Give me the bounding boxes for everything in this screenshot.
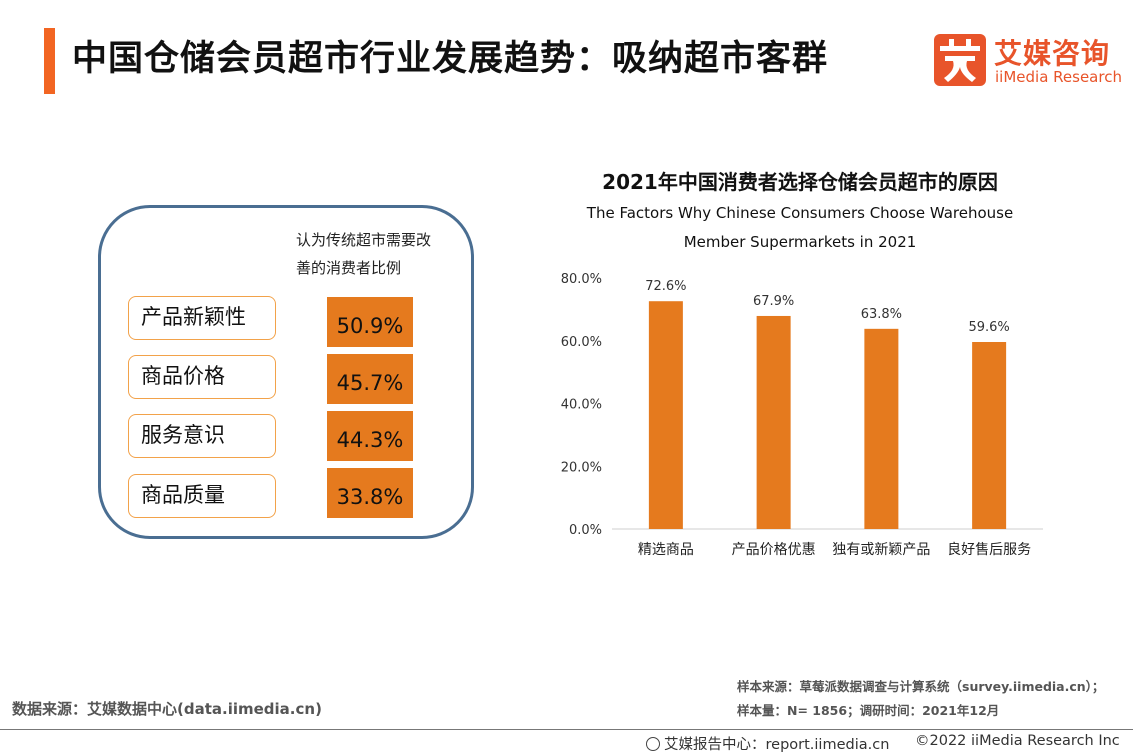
logo-name-en: iiMedia Research — [995, 68, 1122, 86]
chart-subtitle: The Factors Why Chinese Consumers Choose… — [586, 204, 1014, 251]
improvement-panel — [98, 205, 474, 539]
footer-report-center: 艾媒报告中心：report.iimedia.cn — [646, 733, 889, 754]
iimedia-logo: 艾媒咨询 iiMedia Research — [934, 34, 1133, 92]
y-tick-label: 0.0% — [569, 523, 602, 538]
data-label: 59.6% — [968, 320, 1009, 335]
y-tick-label: 20.0% — [561, 460, 602, 475]
y-tick-label: 40.0% — [561, 398, 602, 413]
sample-source: 样本来源：草莓派数据调查与计算系统（survey.iimedia.cn）； — [737, 679, 1105, 694]
y-tick-label: 60.0% — [561, 335, 602, 350]
globe-icon — [646, 737, 660, 751]
bar — [648, 301, 683, 529]
factor-label: 商品质量 — [128, 474, 276, 518]
chart-title: 2021年中国消费者选择仓储会员超市的原因 — [602, 170, 998, 194]
title-accent-bar — [44, 28, 55, 94]
bar-chart: 0.0% 20.0% 40.0% 60.0% 80.0% 72.6% 精选商品 67.9% 产品… — [561, 272, 1043, 558]
x-tick-label: 独有或新颖产品 — [832, 542, 930, 558]
data-label: 72.6% — [645, 279, 686, 294]
bar — [972, 342, 1007, 529]
footer-divider — [0, 729, 1133, 730]
factor-label: 服务意识 — [128, 414, 276, 458]
factor-value: 50.9% — [327, 297, 413, 347]
page-title: 中国仓储会员超市行业发展趋势：吸纳超市客群 — [72, 39, 829, 79]
factor-value: 44.3% — [327, 411, 413, 461]
x-tick-label: 精选商品 — [638, 542, 694, 558]
x-tick-label: 良好售后服务 — [947, 542, 1031, 558]
logo-mark-icon — [934, 34, 986, 86]
factor-value: 33.8% — [327, 468, 413, 518]
bar — [864, 328, 899, 529]
data-label: 67.9% — [753, 294, 794, 309]
footer-copyright: ©2022 iiMedia Research Inc — [915, 733, 1120, 749]
logo-name-cn: 艾媒咨询 — [994, 37, 1111, 70]
factor-label: 产品新颖性 — [128, 296, 276, 340]
x-tick-label: 产品价格优惠 — [732, 542, 816, 558]
data-label: 63.8% — [861, 307, 902, 322]
y-tick-label: 80.0% — [561, 272, 602, 287]
factor-value: 45.7% — [327, 354, 413, 404]
factor-label: 商品价格 — [128, 355, 276, 399]
report-center-text: 艾媒报告中心：report.iimedia.cn — [664, 737, 890, 753]
panel-heading: 认为传统超市需要改善的消费者比例 — [296, 231, 432, 277]
data-source: 数据来源：艾媒数据中心(data.iimedia.cn) — [12, 700, 322, 718]
sample-size: 样本量：N= 1856；调研时间：2021年12月 — [737, 703, 1000, 718]
bar — [756, 315, 791, 529]
